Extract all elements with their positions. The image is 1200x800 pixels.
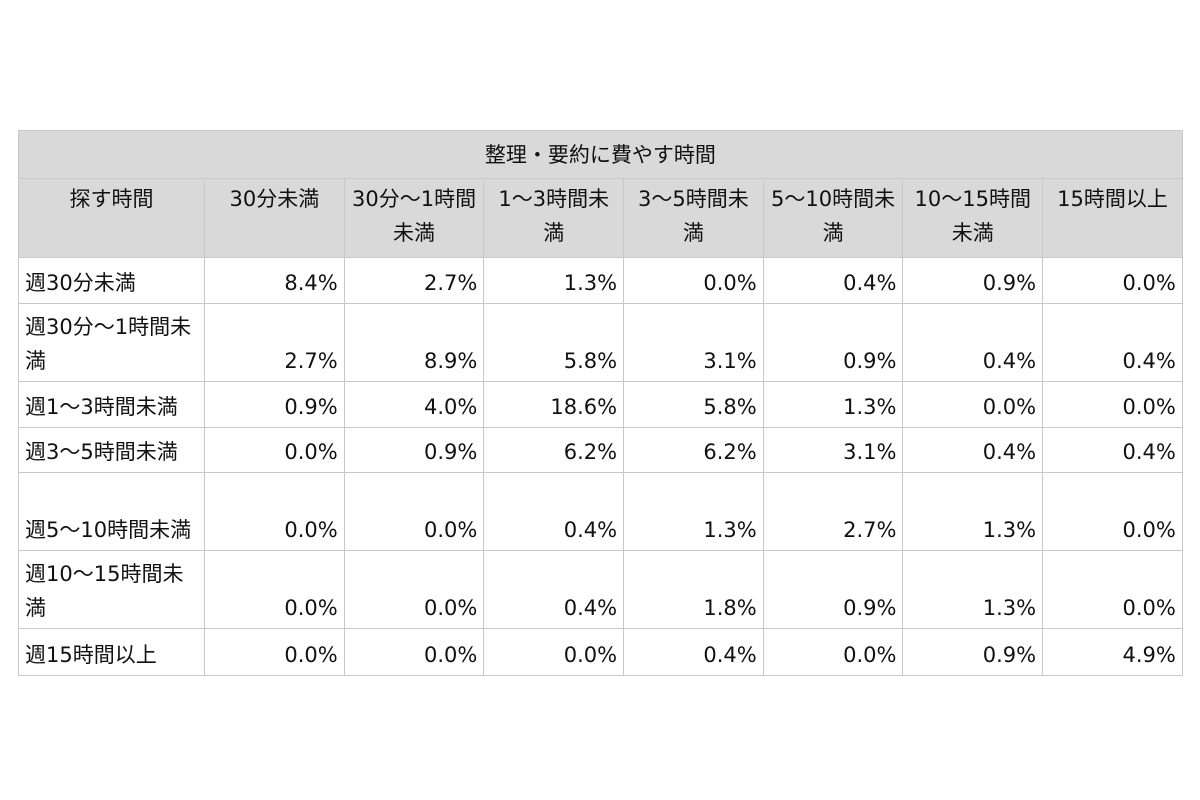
- table-row: 週10〜15時間未満 0.0% 0.0% 0.4% 1.8% 0.9% 1.3% 0.0%: [18, 550, 1183, 629]
- value-cell: 2.7%: [343, 257, 485, 304]
- row-header: 週10〜15時間未満: [18, 550, 205, 629]
- value-cell: 0.9%: [343, 427, 485, 473]
- table-row: 週15時間以上 0.0% 0.0% 0.0% 0.4% 0.0% 0.9% 4.9%: [18, 628, 1183, 676]
- value-cell: 0.4%: [483, 550, 625, 629]
- column-header: 15時間以上: [1042, 178, 1183, 258]
- value-cell: 2.7%: [762, 472, 904, 551]
- value-cell: 6.2%: [623, 427, 764, 473]
- value-cell: 2.7%: [204, 303, 345, 382]
- value-cell: 0.4%: [902, 427, 1044, 473]
- value-cell: 0.0%: [343, 550, 485, 629]
- value-cell: 0.0%: [343, 472, 485, 551]
- row-header: 週1〜3時間未満: [18, 381, 205, 428]
- value-cell: 0.0%: [902, 381, 1044, 428]
- value-cell: 4.9%: [1042, 628, 1183, 676]
- table-title: 整理・要約に費やす時間: [18, 130, 1183, 179]
- value-cell: 1.8%: [623, 550, 764, 629]
- value-cell: 8.4%: [204, 257, 345, 304]
- value-cell: 0.4%: [1042, 427, 1183, 473]
- value-cell: 6.2%: [483, 427, 625, 473]
- column-header: 5〜10時間未満: [762, 178, 904, 258]
- value-cell: 0.9%: [762, 303, 904, 382]
- value-cell: 0.0%: [204, 472, 345, 551]
- value-cell: 1.3%: [902, 472, 1044, 551]
- table-row: 整理・要約に費やす時間: [18, 130, 1183, 179]
- value-cell: 0.4%: [1042, 303, 1183, 382]
- value-cell: 3.1%: [623, 303, 764, 382]
- row-header: 週30分未満: [18, 257, 205, 304]
- value-cell: 5.8%: [623, 381, 764, 428]
- column-header: 1〜3時間未満: [483, 178, 625, 258]
- value-cell: 4.0%: [343, 381, 485, 428]
- value-cell: 3.1%: [762, 427, 904, 473]
- value-cell: 0.4%: [902, 303, 1044, 382]
- value-cell: 0.0%: [1042, 550, 1183, 629]
- value-cell: 0.0%: [204, 550, 345, 629]
- table-row: 週3〜5時間未満 0.0% 0.9% 6.2% 6.2% 3.1% 0.4% 0.4%: [18, 427, 1183, 473]
- value-cell: 0.0%: [204, 628, 345, 676]
- value-cell: 1.3%: [483, 257, 625, 304]
- value-cell: 0.0%: [483, 628, 625, 676]
- value-cell: 0.9%: [204, 381, 345, 428]
- table-row: 週30分〜1時間未満 2.7% 8.9% 5.8% 3.1% 0.9% 0.4% 0.4%: [18, 303, 1183, 382]
- column-header: 30分未満: [204, 178, 345, 258]
- value-cell: 0.9%: [902, 628, 1044, 676]
- table-container: 整理・要約に費やす時間 探す時間 30分未満 30分〜1時間未満 1〜3時間未満 3〜5時…: [18, 130, 1183, 676]
- value-cell: 1.3%: [902, 550, 1044, 629]
- value-cell: 0.0%: [762, 628, 904, 676]
- value-cell: 0.0%: [1042, 472, 1183, 551]
- row-header: 週15時間以上: [18, 628, 205, 676]
- value-cell: 0.9%: [902, 257, 1044, 304]
- corner-header: 探す時間: [18, 178, 205, 258]
- row-header: 週30分〜1時間未満: [18, 303, 205, 382]
- value-cell: 0.4%: [623, 628, 764, 676]
- table-row: 探す時間 30分未満 30分〜1時間未満 1〜3時間未満 3〜5時間未満 5〜10時間未満…: [18, 178, 1183, 258]
- value-cell: 5.8%: [483, 303, 625, 382]
- row-header: 週5〜10時間未満: [18, 472, 205, 551]
- value-cell: 0.4%: [483, 472, 625, 551]
- value-cell: 8.9%: [343, 303, 485, 382]
- cross-table: 整理・要約に費やす時間 探す時間 30分未満 30分〜1時間未満 1〜3時間未満 3〜5時…: [18, 130, 1183, 676]
- column-header: 10〜15時間未満: [902, 178, 1044, 258]
- value-cell: 0.9%: [762, 550, 904, 629]
- table-row: 週5〜10時間未満 0.0% 0.0% 0.4% 1.3% 2.7% 1.3% 0.0%: [18, 472, 1183, 551]
- value-cell: 0.0%: [343, 628, 485, 676]
- column-header: 30分〜1時間未満: [343, 178, 485, 258]
- value-cell: 18.6%: [483, 381, 625, 428]
- value-cell: 0.0%: [623, 257, 764, 304]
- column-header: 3〜5時間未満: [623, 178, 764, 258]
- table-row: 週30分未満 8.4% 2.7% 1.3% 0.0% 0.4% 0.9% 0.0%: [18, 257, 1183, 304]
- value-cell: 0.0%: [1042, 257, 1183, 304]
- table-row: 週1〜3時間未満 0.9% 4.0% 18.6% 5.8% 1.3% 0.0% 0.0%: [18, 381, 1183, 428]
- row-header: 週3〜5時間未満: [18, 427, 205, 473]
- value-cell: 0.4%: [762, 257, 904, 304]
- value-cell: 1.3%: [762, 381, 904, 428]
- value-cell: 0.0%: [1042, 381, 1183, 428]
- value-cell: 0.0%: [204, 427, 345, 473]
- value-cell: 1.3%: [623, 472, 764, 551]
